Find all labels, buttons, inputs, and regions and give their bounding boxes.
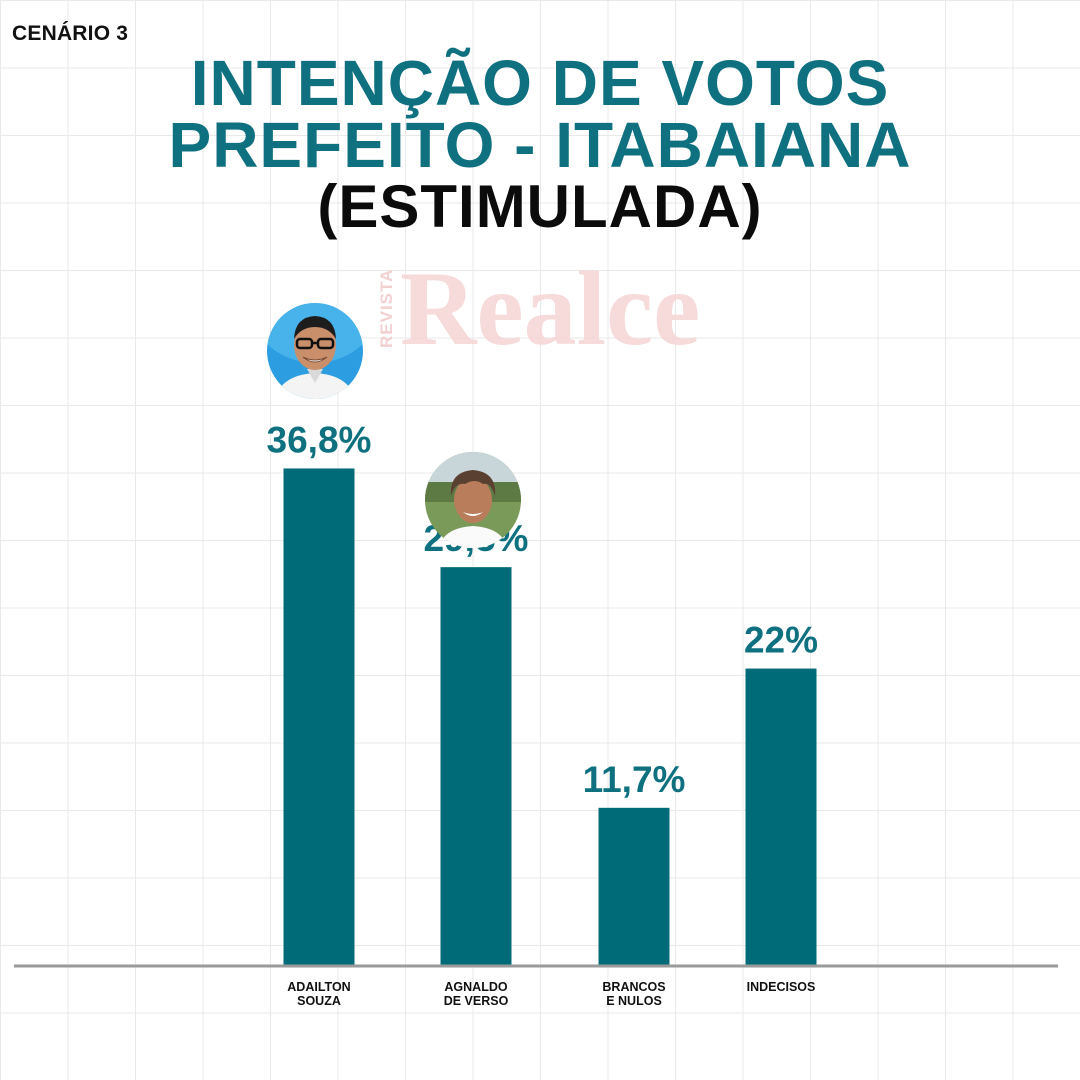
category-label-2-1: E NULOS: [606, 994, 662, 1008]
data-label-3: 22%: [744, 620, 818, 661]
chart-title-line-2: PREFEITO - ITABAIANA: [168, 109, 912, 181]
chart-title-line-1: INTENÇÃO DE VOTOS: [190, 47, 890, 119]
data-label-2: 11,7%: [583, 759, 686, 800]
bar-1: [440, 567, 512, 966]
bar-3: [745, 668, 817, 966]
scenario-label: CENÁRIO 3: [12, 22, 129, 45]
avatar-adailton-souza: [267, 303, 363, 399]
watermark-big-text: Realce: [400, 250, 700, 358]
bar-2: [598, 807, 670, 966]
avatar-agnaldo-de-verso: [425, 452, 521, 548]
category-label-1-0: AGNALDO: [444, 980, 507, 994]
category-label-2-0: BRANCOS: [602, 980, 665, 994]
bar-0: [283, 468, 355, 966]
category-label-0-0: ADAILTON: [287, 980, 350, 994]
chart-title-line-3: (ESTIMULADA): [317, 173, 763, 240]
category-label-0-1: SOUZA: [297, 994, 341, 1008]
category-label-3-0: INDECISOS: [747, 980, 816, 994]
category-label-1-1: DE VERSO: [444, 994, 509, 1008]
data-label-0: 36,8%: [267, 419, 372, 460]
watermark-logo: REVISTA Realce: [378, 250, 700, 358]
watermark-small-text: REVISTA: [378, 269, 396, 348]
